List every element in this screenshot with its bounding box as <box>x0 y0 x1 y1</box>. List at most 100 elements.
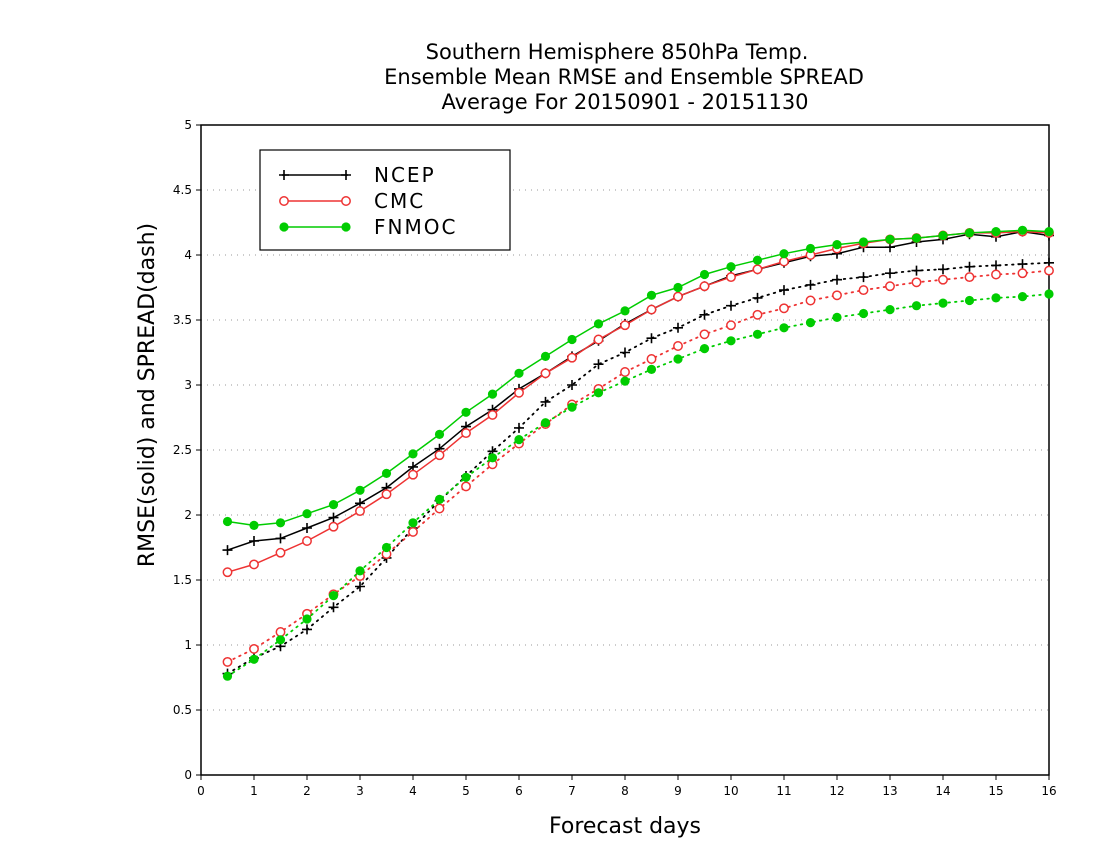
spread-point <box>275 635 286 645</box>
spread-point <box>805 318 816 328</box>
spread-point <box>514 435 524 445</box>
spread-point <box>381 542 392 553</box>
spread-point <box>991 260 1001 271</box>
series-ncep <box>222 226 1054 679</box>
spread-point <box>302 624 312 635</box>
x-tick-label: 1 <box>250 784 258 798</box>
spread-point <box>1017 292 1028 302</box>
spread-point <box>699 344 710 354</box>
legend-marker <box>341 222 351 232</box>
rmse-point <box>646 290 657 300</box>
spread-point <box>858 308 869 319</box>
x-tick-label: 6 <box>515 784 523 798</box>
spread-point <box>222 656 233 667</box>
spread-point <box>752 329 763 339</box>
rmse-point <box>779 249 789 259</box>
rmse-point <box>593 319 604 329</box>
spread-point <box>487 453 498 463</box>
y-tick-label: 4.5 <box>173 183 192 197</box>
rmse-point <box>328 512 339 523</box>
spread-line-fnmoc <box>226 293 1050 678</box>
rmse-point <box>752 255 763 265</box>
spread-point <box>779 303 789 314</box>
rmse-point <box>779 256 789 267</box>
spread-line-cmc <box>226 269 1050 663</box>
legend-marker <box>341 170 351 180</box>
y-tick-label: 4 <box>184 248 192 262</box>
y-tick-label: 2.5 <box>173 443 192 457</box>
spread-point <box>911 277 922 288</box>
spread-point <box>726 336 736 346</box>
rmse-point <box>673 282 683 293</box>
spread-point <box>593 359 604 370</box>
rmse-point <box>646 304 657 315</box>
spread-point <box>964 261 975 272</box>
spread-point <box>832 274 842 285</box>
spread-point <box>1044 265 1054 276</box>
rmse-point <box>222 516 233 527</box>
series-cmc <box>222 226 1054 667</box>
rmse-point <box>1017 225 1028 235</box>
spread-point <box>699 309 710 320</box>
rmse-point <box>434 450 445 461</box>
spread-point <box>1044 289 1054 299</box>
x-tick-label: 15 <box>988 784 1003 798</box>
rmse-point <box>620 320 630 331</box>
rmse-point <box>275 547 286 558</box>
spread-point <box>434 494 445 504</box>
rmse-point <box>593 334 604 345</box>
rmse-point <box>858 237 869 247</box>
legend-entry-cmc: CMC <box>279 189 423 213</box>
title-line-1: Southern Hemisphere 850hPa Temp. <box>426 40 809 64</box>
spread-point <box>991 269 1001 280</box>
spread-point <box>673 341 683 351</box>
rmse-point <box>381 468 392 478</box>
x-tick-label: 9 <box>674 784 682 798</box>
spread-point <box>249 643 259 654</box>
x-tick-label: 12 <box>829 784 844 798</box>
legend-marker <box>279 222 289 232</box>
spread-point <box>514 422 524 433</box>
spread-point <box>779 323 789 333</box>
rmse-point <box>805 243 816 254</box>
spread-point <box>328 591 339 601</box>
spread-point <box>938 264 948 275</box>
spread-point <box>461 472 471 482</box>
rmse-point <box>567 352 577 363</box>
spread-point <box>275 627 286 637</box>
spread-point <box>991 293 1001 303</box>
y-tick-label: 1.5 <box>173 573 192 587</box>
x-tick-label: 8 <box>621 784 629 798</box>
x-tick-label: 3 <box>356 784 364 798</box>
spread-point <box>355 581 365 592</box>
rmse-point <box>249 559 259 570</box>
spread-point <box>434 503 445 514</box>
rmse-point <box>408 449 418 459</box>
rmse-point <box>752 264 763 275</box>
spread-point <box>885 305 895 315</box>
rmse-point <box>434 429 445 439</box>
rmse-point <box>275 533 286 544</box>
x-tick-label: 4 <box>409 784 417 798</box>
grid <box>201 189 1049 711</box>
spread-point <box>593 388 604 398</box>
rmse-line-ncep <box>227 230 1050 551</box>
rmse-point <box>567 334 577 345</box>
legend-marker <box>279 170 289 180</box>
spread-point <box>832 312 842 322</box>
legend-label: NCEP <box>374 163 436 187</box>
spread-point <box>540 418 551 428</box>
spread-point <box>1017 268 1028 279</box>
spread-point <box>673 354 683 364</box>
rmse-point <box>726 262 736 272</box>
rmse-point <box>302 509 312 519</box>
y-tick-label: 0 <box>184 768 192 782</box>
rmse-point <box>832 240 842 250</box>
rmse-point <box>381 489 392 500</box>
y-tick-label: 5 <box>184 118 192 132</box>
rmse-point <box>408 469 418 480</box>
spread-point <box>885 268 895 279</box>
